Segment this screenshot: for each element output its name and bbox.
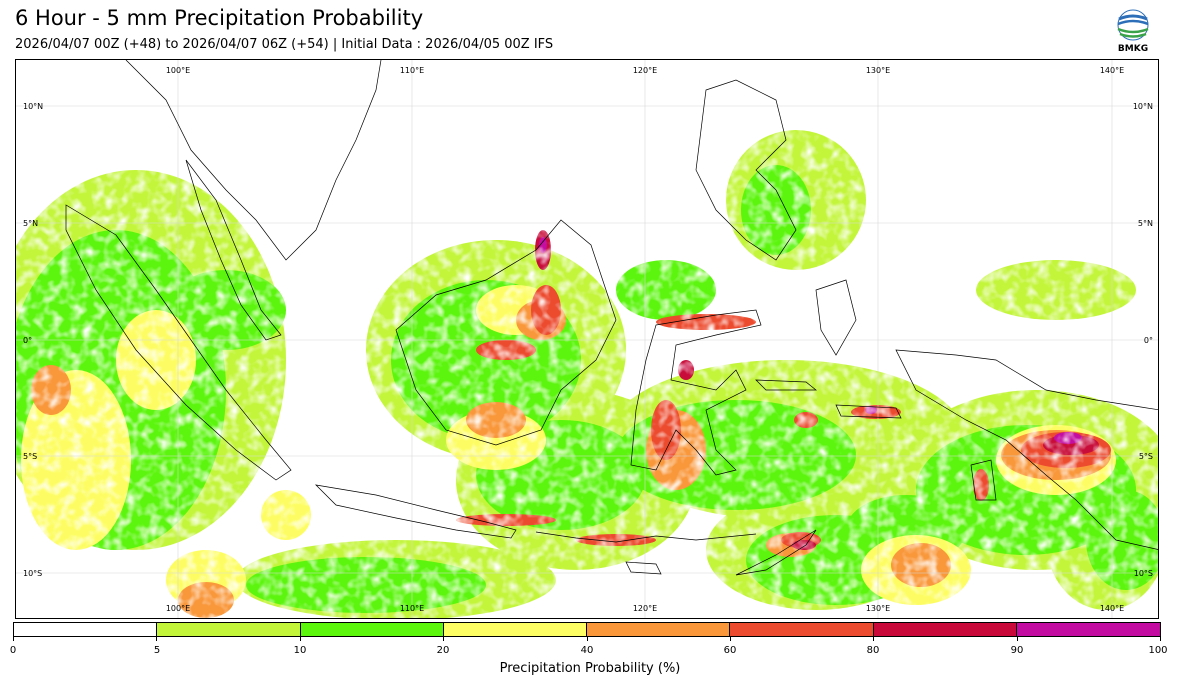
colorbar-tickmark [587, 637, 588, 641]
colorbar-tickmark [300, 637, 301, 641]
field-60 [456, 285, 1111, 548]
colorbar-tickmark [443, 637, 444, 641]
probability-field [16, 130, 1158, 618]
graticule [16, 60, 1158, 618]
lat-label: 0° [23, 336, 32, 345]
colorbar-tickmark [730, 637, 731, 641]
colorbar-tickmark [1017, 637, 1018, 641]
colorbar-tickmark [156, 637, 157, 641]
field-10 [16, 165, 1158, 613]
lat-label: 10°N [23, 102, 43, 111]
lat-labels-left: 10°N 5°N 0° 5°S 10°S [23, 102, 43, 578]
lat-label: 5°S [1139, 452, 1153, 461]
lon-label: 120°E [633, 604, 657, 613]
lat-label: 10°N [1133, 102, 1153, 111]
colorbar-tickmark [1160, 637, 1161, 641]
colorbar-tick-label: 5 [153, 645, 161, 656]
map-canvas: 100°E 110°E 120°E 130°E 140°E 100°E 110°… [16, 60, 1158, 618]
precipitation-map: 100°E 110°E 120°E 130°E 140°E 100°E 110°… [15, 59, 1159, 619]
colorbar-label: Precipitation Probability (%) [499, 661, 681, 676]
colorbar-seg [157, 623, 301, 636]
lon-labels-bottom: 100°E 110°E 120°E 130°E 140°E [166, 604, 1124, 613]
lat-label: 10°S [23, 569, 42, 578]
colorbar-seg [443, 623, 587, 636]
colorbar [13, 622, 1161, 637]
colorbar-tick-label: 20 [436, 645, 450, 656]
lat-label: 5°N [23, 219, 38, 228]
colorbar-seg [587, 623, 731, 636]
lon-label: 100°E [166, 66, 190, 75]
lat-label: 10°S [1134, 569, 1153, 578]
colorbar-tickmark [873, 637, 874, 641]
lat-labels-right: 10°N 5°N 0° 5°S 10°S [1133, 102, 1153, 578]
colorbar-tickmark [13, 637, 14, 641]
lat-label: 5°S [23, 452, 37, 461]
colorbar-seg [14, 623, 158, 636]
field-90 [539, 237, 1082, 444]
bmkg-logo: BMKG [1113, 8, 1153, 54]
chart-subtitle: 2026/04/07 00Z (+48) to 2026/04/07 06Z (… [15, 37, 554, 52]
lat-label: 5°N [1138, 219, 1153, 228]
lon-label: 140°E [1100, 604, 1124, 613]
lon-label: 110°E [400, 66, 424, 75]
lon-label: 120°E [633, 66, 657, 75]
colorbar-tick-label: 0 [9, 645, 17, 656]
lon-label: 110°E [400, 604, 424, 613]
lon-labels-top: 100°E 110°E 120°E 130°E 140°E [166, 66, 1124, 75]
lon-label: 140°E [1100, 66, 1124, 75]
colorbar-tick-label: 10 [293, 645, 307, 656]
colorbar-tick-label: 60 [723, 645, 737, 656]
colorbar-tick-label: 100 [1148, 645, 1168, 656]
coastlines [65, 60, 1158, 576]
lon-label: 130°E [866, 66, 890, 75]
lat-label: 0° [1144, 336, 1153, 345]
lon-label: 100°E [166, 604, 190, 613]
colorbar-tick-label: 90 [1010, 645, 1024, 656]
colorbar-seg [873, 623, 1017, 636]
lon-label: 130°E [866, 604, 890, 613]
colorbar-seg [300, 623, 444, 636]
colorbar-tick-label: 40 [580, 645, 594, 656]
colorbar-tick-label: 80 [866, 645, 880, 656]
colorbar-seg [1016, 623, 1160, 636]
logo-text: BMKG [1118, 44, 1148, 54]
chart-title: 6 Hour - 5 mm Precipitation Probability [15, 6, 424, 30]
colorbar-seg [730, 623, 874, 636]
